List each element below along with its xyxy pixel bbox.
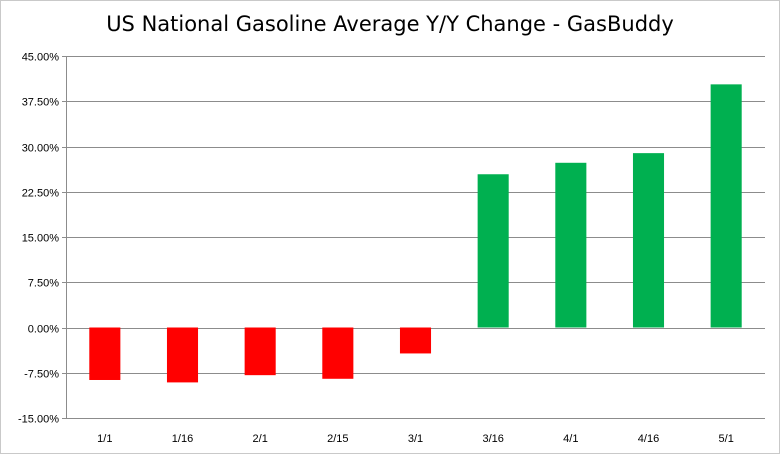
x-tick-label: 3/1 <box>408 433 423 445</box>
bar <box>477 174 509 328</box>
x-tick-labels: 1/1 1/16 2/1 2/15 3/1 3/16 4/1 4/16 5/1 <box>97 433 734 445</box>
bar <box>166 327 199 383</box>
bar <box>89 327 121 380</box>
y-tick-labels: 45.00% 37.50% 30.00% 22.50% 15.00% 7.50% 0.00%… <box>18 52 59 426</box>
x-tick-label: 4/16 <box>638 433 659 445</box>
y-tick-label: -15.00% <box>18 414 59 426</box>
bar <box>244 327 276 376</box>
bar <box>632 153 665 328</box>
y-tick-label: -7.50% <box>24 369 59 381</box>
bar <box>555 162 587 328</box>
y-tick-label: 37.50% <box>22 97 60 109</box>
bars <box>89 84 742 383</box>
x-tick-label: 2/1 <box>253 433 268 445</box>
x-tick-label: 1/1 <box>97 433 112 445</box>
x-tick-label: 5/1 <box>719 433 734 445</box>
chart-title: US National Gasoline Average Y/Y Change … <box>106 12 674 36</box>
x-tick-label: 2/15 <box>327 433 348 445</box>
y-tick-label: 7.50% <box>28 278 59 290</box>
x-tick-label: 4/1 <box>563 433 578 445</box>
y-tick-label: 0.00% <box>28 324 59 336</box>
y-tick-label: 22.50% <box>22 188 60 200</box>
y-tick-label: 15.00% <box>22 233 60 245</box>
bar <box>710 84 742 328</box>
x-tick-label: 1/16 <box>172 433 193 445</box>
bar <box>322 327 354 379</box>
x-tick-label: 3/16 <box>482 433 503 445</box>
axes <box>62 56 67 419</box>
y-tick-label: 30.00% <box>22 143 60 155</box>
bar <box>399 327 432 354</box>
y-tick-label: 45.00% <box>22 52 60 64</box>
